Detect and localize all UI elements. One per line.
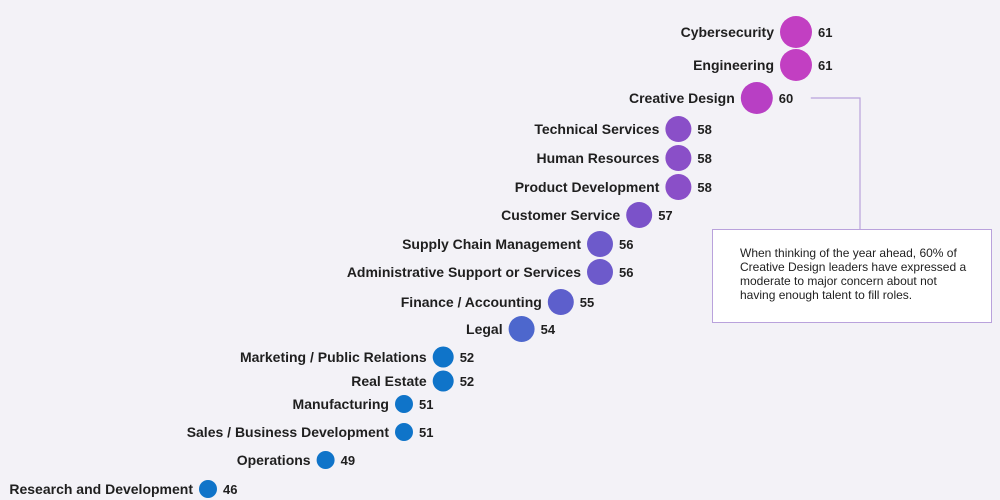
point-engineering — [780, 49, 812, 81]
value-label-engineering: 61 — [818, 58, 832, 73]
category-label-supply-chain-management: Supply Chain Management — [402, 236, 581, 252]
point-sales-business-development — [395, 423, 413, 441]
point-finance-accounting — [547, 289, 574, 315]
value-label-legal: 54 — [541, 322, 556, 337]
value-label-sales-business-development: 51 — [419, 425, 433, 440]
category-label-product-development: Product Development — [515, 179, 660, 195]
category-label-creative-design: Creative Design — [629, 90, 735, 106]
point-human-resources — [665, 145, 692, 171]
point-product-development — [665, 174, 692, 200]
value-label-human-resources: 58 — [697, 151, 711, 166]
category-label-administrative-support-or-services: Administrative Support or Services — [347, 264, 581, 280]
category-label-research-and-development: Research and Development — [9, 481, 193, 497]
value-label-creative-design: 60 — [779, 91, 793, 106]
point-supply-chain-management — [587, 231, 613, 257]
category-label-real-estate: Real Estate — [351, 373, 427, 389]
value-label-operations: 49 — [341, 453, 355, 468]
point-technical-services — [665, 116, 692, 142]
category-label-legal: Legal — [466, 321, 503, 337]
value-label-product-development: 58 — [697, 180, 711, 195]
category-label-cybersecurity: Cybersecurity — [681, 24, 775, 40]
category-label-technical-services: Technical Services — [534, 121, 659, 137]
category-label-manufacturing: Manufacturing — [293, 396, 389, 412]
value-label-marketing-public-relations: 52 — [460, 350, 474, 365]
value-label-customer-service: 57 — [658, 208, 672, 223]
category-label-finance-accounting: Finance / Accounting — [401, 294, 542, 310]
category-label-engineering: Engineering — [693, 57, 774, 73]
point-research-and-development — [199, 480, 217, 498]
category-label-operations: Operations — [237, 452, 311, 468]
value-label-supply-chain-management: 56 — [619, 237, 633, 252]
category-label-human-resources: Human Resources — [536, 150, 659, 166]
category-label-customer-service: Customer Service — [501, 207, 620, 223]
category-label-sales-business-development: Sales / Business Development — [187, 424, 390, 440]
callout-connector — [810, 97, 861, 229]
point-marketing-public-relations — [432, 346, 454, 368]
point-customer-service — [626, 202, 653, 228]
point-administrative-support-or-services — [587, 259, 613, 285]
point-manufacturing — [395, 395, 413, 413]
category-label-marketing-public-relations: Marketing / Public Relations — [240, 349, 427, 365]
annotation-text: When thinking of the year ahead, 60% of … — [740, 246, 967, 302]
point-real-estate — [432, 370, 454, 392]
value-label-real-estate: 52 — [460, 374, 474, 389]
value-label-research-and-development: 46 — [223, 482, 237, 497]
value-label-finance-accounting: 55 — [580, 295, 594, 310]
point-legal — [508, 316, 535, 342]
value-label-cybersecurity: 61 — [818, 25, 832, 40]
annotation-callout: When thinking of the year ahead, 60% of … — [712, 229, 992, 323]
point-cybersecurity — [780, 16, 812, 48]
value-label-technical-services: 58 — [697, 122, 711, 137]
point-creative-design — [740, 82, 773, 114]
value-label-manufacturing: 51 — [419, 397, 433, 412]
point-operations — [316, 451, 335, 469]
value-label-administrative-support-or-services: 56 — [619, 265, 633, 280]
